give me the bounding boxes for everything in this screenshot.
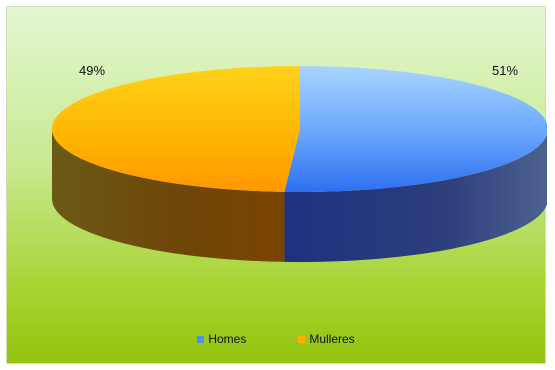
legend-swatch-homes (197, 335, 205, 343)
legend-label-mulleres: Mulleres (309, 332, 355, 346)
legend-item-mulleres: Mulleres (298, 332, 355, 346)
pie-chart (51, 66, 547, 262)
pie-side-homes (284, 134, 547, 262)
data-label-homes: 51% (492, 63, 519, 78)
pie-slice-mulleres (51, 66, 300, 192)
pie-side-mulleres (52, 129, 285, 262)
legend-label-homes: Homes (208, 332, 247, 346)
pie-slice-homes (284, 66, 547, 192)
chart-area: 49% 51% Homes Mulleres (6, 6, 547, 364)
legend-swatch-mulleres (298, 335, 306, 343)
legend-item-homes: Homes (197, 332, 246, 346)
data-label-mulleres: 49% (79, 63, 106, 78)
legend: Homes Mulleres (7, 331, 545, 347)
